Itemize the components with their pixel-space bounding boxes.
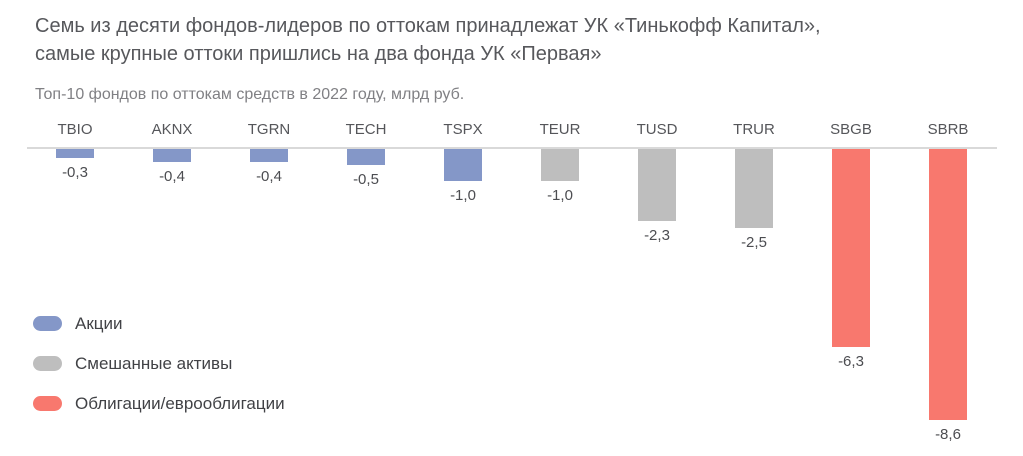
value-label-sbrb: -8,6 — [935, 426, 961, 443]
legend-item-stocks: Акции — [33, 313, 285, 333]
value-label-tech: -0,5 — [353, 171, 379, 188]
bar-tusd — [638, 149, 676, 221]
bar-sbrb — [929, 149, 967, 420]
category-label-sbgb: SBGB — [830, 121, 872, 138]
bar-tbio — [56, 149, 94, 158]
value-label-trur: -2,5 — [741, 234, 767, 251]
value-label-tusd: -2,3 — [644, 227, 670, 244]
legend-swatch-mixed — [33, 356, 62, 371]
chart-title: Семь из десяти фондов-лидеров по оттокам… — [35, 15, 821, 65]
bar-tspx — [444, 149, 482, 181]
bar-teur — [541, 149, 579, 181]
bar-trur — [735, 149, 773, 228]
legend-swatch-bonds — [33, 396, 62, 411]
bar-sbgb — [832, 149, 870, 347]
category-label-tbio: TBIO — [57, 121, 93, 138]
category-label-tusd: TUSD — [636, 121, 678, 138]
bar-tech — [347, 149, 385, 165]
value-label-tgrn: -0,4 — [256, 168, 282, 185]
category-label-tspx: TSPX — [443, 121, 483, 138]
category-label-tech: TECH — [345, 121, 387, 138]
category-label-aknx: AKNX — [151, 121, 193, 138]
value-label-sbgb: -6,3 — [838, 353, 864, 370]
category-label-trur: TRUR — [733, 121, 775, 138]
value-label-aknx: -0,4 — [159, 168, 185, 185]
bar-tgrn — [250, 149, 288, 162]
legend-label-mixed: Смешанные активы — [75, 353, 233, 373]
bar-aknx — [153, 149, 191, 162]
category-label-tgrn: TGRN — [247, 121, 291, 138]
category-label-sbrb: SBRB — [927, 121, 969, 138]
legend-label-stocks: Акции — [75, 313, 123, 333]
legend: Акции Смешанные активы Облигации/еврооблиг… — [33, 313, 285, 413]
category-label-teur: TEUR — [539, 121, 581, 138]
value-label-tspx: -1,0 — [450, 187, 476, 204]
value-label-tbio: -0,3 — [62, 164, 88, 181]
value-label-teur: -1,0 — [547, 187, 573, 204]
legend-label-bonds: Облигации/еврооблигации — [75, 393, 285, 413]
legend-item-bonds: Облигации/еврооблигации — [33, 393, 285, 413]
legend-item-mixed: Смешанные активы — [33, 353, 285, 373]
zero-axis-line — [27, 147, 997, 149]
legend-swatch-stocks — [33, 316, 62, 331]
chart-subtitle: Топ-10 фондов по оттокам средств в 2022 … — [35, 86, 465, 103]
